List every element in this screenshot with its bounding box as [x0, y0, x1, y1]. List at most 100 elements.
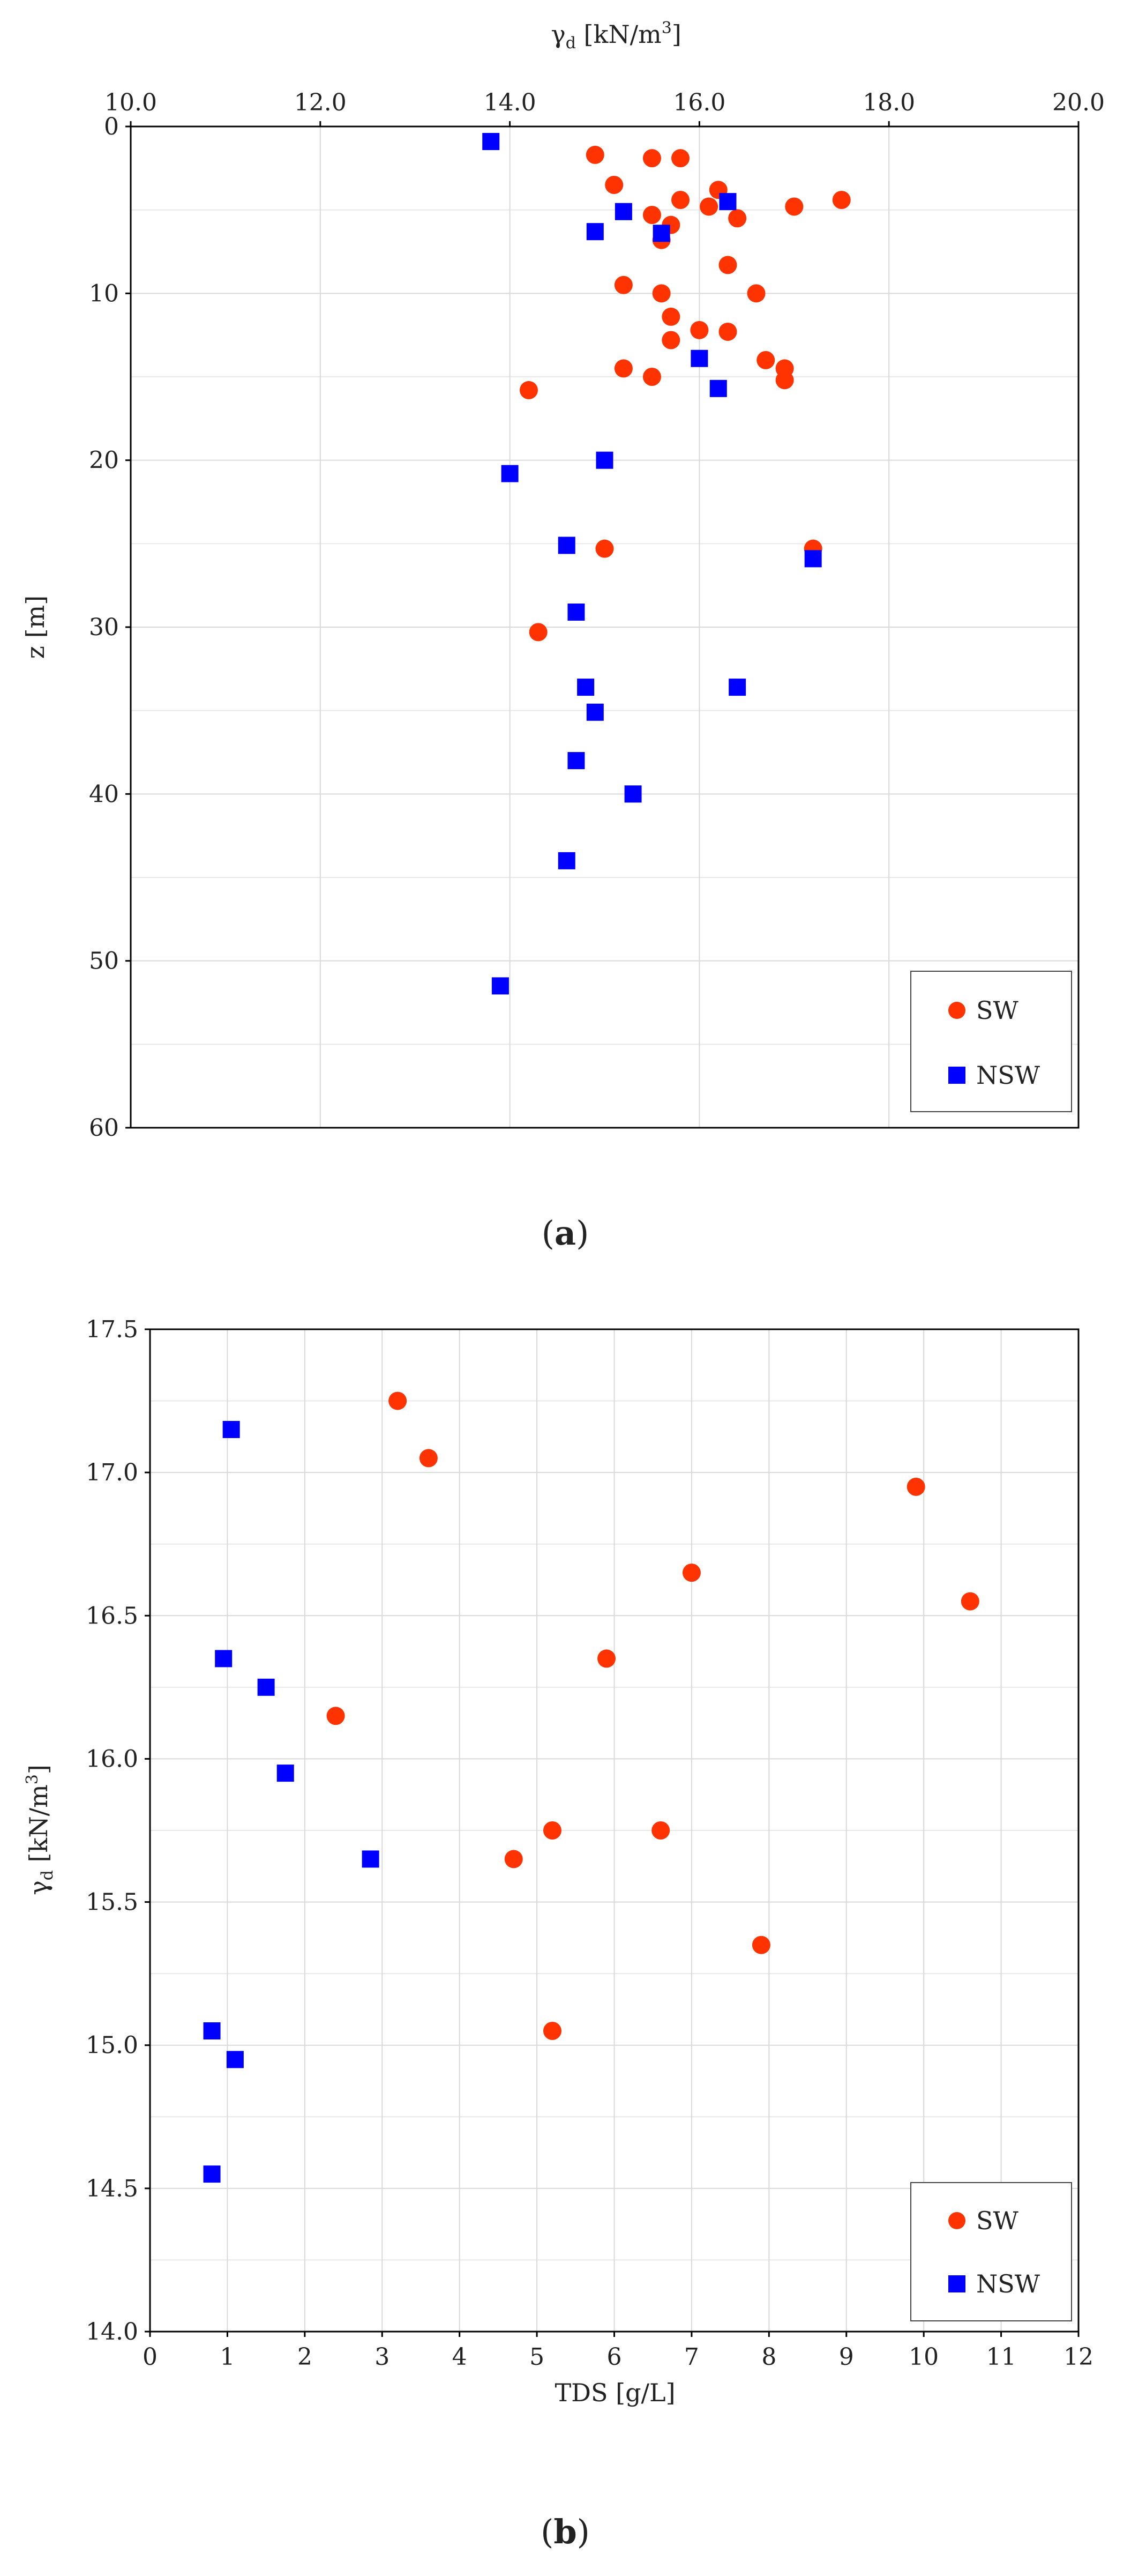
y-tick-label: 10 [89, 280, 119, 307]
data-point-nsw [203, 2165, 221, 2183]
y-tick-label: 15.5 [86, 1889, 138, 1916]
panel-b-caption: (b) [541, 2512, 590, 2551]
x-tick-label: 0 [143, 2343, 158, 2371]
panel-b-legend-label-nsw: NSW [976, 2269, 1040, 2298]
y-tick-label: 15.0 [86, 2032, 138, 2059]
y-tick-label: 60 [89, 1114, 119, 1142]
panel-a-caption: (a) [542, 1213, 589, 1253]
data-point-nsw [501, 465, 519, 482]
data-point-sw [605, 175, 624, 194]
data-point-sw [504, 1850, 523, 1868]
data-point-sw [785, 197, 804, 216]
x-tick-label: 10.0 [104, 89, 157, 116]
data-point-sw [961, 1592, 979, 1611]
data-point-nsw [653, 225, 670, 242]
data-point-sw [752, 1935, 770, 1954]
x-tick-label: 9 [839, 2343, 854, 2371]
data-point-sw [907, 1477, 925, 1496]
y-tick-label: 16.5 [86, 1602, 138, 1629]
data-point-sw [662, 331, 680, 349]
y-tick-label: 30 [89, 614, 119, 641]
panel-b-y-ticks: 14.0 14.5 15.0 15.5 16.0 16.5 17.0 17.5 [86, 1316, 150, 2346]
data-point-sw [597, 1649, 616, 1668]
data-point-nsw [567, 603, 585, 621]
data-point-nsw [567, 752, 585, 770]
data-point-nsw [482, 133, 500, 151]
panel-b-legend-marker-sw [948, 2212, 965, 2229]
panel-b-y-axis-title: γd [kN/m3] [23, 1765, 57, 1895]
data-point-nsw [257, 1678, 275, 1696]
data-point-nsw [362, 1850, 379, 1868]
data-point-sw [595, 539, 614, 558]
panel-b-x-ticks: 0 1 2 3 4 5 6 7 8 9 10 11 12 [143, 2332, 1093, 2371]
data-point-nsw [729, 679, 746, 696]
data-point-nsw [586, 223, 604, 241]
data-point-nsw [691, 349, 708, 367]
y-tick-label: 0 [104, 113, 119, 140]
x-tick-label: 5 [529, 2343, 544, 2371]
y-tick-label: 50 [89, 948, 119, 975]
data-point-nsw [586, 703, 604, 721]
x-tick-label: 16.0 [673, 89, 725, 116]
data-point-nsw [215, 1650, 233, 1667]
x-tick-label: 8 [761, 2343, 776, 2371]
y-tick-label: 14.5 [86, 2175, 138, 2202]
panel-a-grid [131, 126, 1078, 1128]
data-point-sw [651, 1821, 670, 1840]
x-tick-label: 6 [607, 2343, 622, 2371]
panel-a-y-ticks: 0 10 20 30 40 50 60 [89, 113, 131, 1142]
data-point-sw [775, 371, 794, 390]
data-point-sw [671, 190, 690, 209]
x-tick-label: 2 [297, 2343, 312, 2371]
data-point-nsw [276, 1765, 294, 1782]
panel-b-points [203, 1391, 979, 2183]
panel-b-legend-box [910, 2182, 1072, 2321]
panel-a-legend-label-sw: SW [976, 996, 1019, 1025]
data-point-sw [832, 190, 851, 209]
data-point-sw [757, 351, 775, 369]
y-tick-label: 17.5 [86, 1316, 138, 1343]
data-point-sw [543, 1821, 561, 1840]
data-point-sw [642, 149, 661, 168]
x-tick-label: 20.0 [1052, 89, 1105, 116]
panel-a-legend-marker-sw [948, 1002, 965, 1019]
panel-a-legend-marker-nsw [948, 1067, 965, 1084]
data-point-nsw [491, 977, 509, 995]
panel-a-x-axis-title: γd [kN/m3] [551, 19, 681, 53]
panel-a-legend-label-nsw: NSW [976, 1061, 1040, 1090]
x-tick-label: 12.0 [294, 89, 347, 116]
data-point-sw [690, 321, 709, 339]
panel-b-grid [150, 1329, 1078, 2332]
y-tick-label: 20 [89, 447, 119, 474]
x-tick-label: 3 [374, 2343, 390, 2371]
panel-b-legend-marker-nsw [948, 2275, 965, 2292]
data-point-sw [326, 1707, 345, 1725]
panel-b-x-axis-title: TDS [g/L] [555, 2378, 675, 2407]
panel-b-legend: SW NSW [910, 2182, 1072, 2321]
data-point-sw [747, 284, 766, 303]
data-point-nsw [804, 550, 822, 568]
data-point-sw [662, 307, 680, 326]
data-point-sw [700, 197, 718, 216]
panel-a-legend-box [910, 971, 1072, 1112]
data-point-nsw [558, 537, 575, 554]
x-tick-label: 14.0 [484, 89, 536, 116]
data-point-sw [728, 209, 747, 228]
data-point-nsw [226, 2051, 244, 2068]
data-point-nsw [558, 852, 575, 869]
data-point-sw [682, 1564, 701, 1582]
data-point-nsw [709, 379, 727, 397]
data-point-sw [614, 276, 633, 294]
x-tick-label: 18.0 [863, 89, 915, 116]
x-tick-label: 7 [684, 2343, 699, 2371]
y-tick-label: 16.0 [86, 1745, 138, 1773]
data-point-sw [718, 256, 737, 274]
data-point-nsw [624, 785, 642, 803]
data-point-sw [614, 359, 633, 378]
y-tick-label: 40 [89, 780, 119, 808]
data-point-nsw [203, 2022, 221, 2039]
x-tick-label: 4 [452, 2343, 467, 2371]
data-point-nsw [222, 1421, 240, 1438]
x-tick-label: 10 [909, 2343, 939, 2371]
